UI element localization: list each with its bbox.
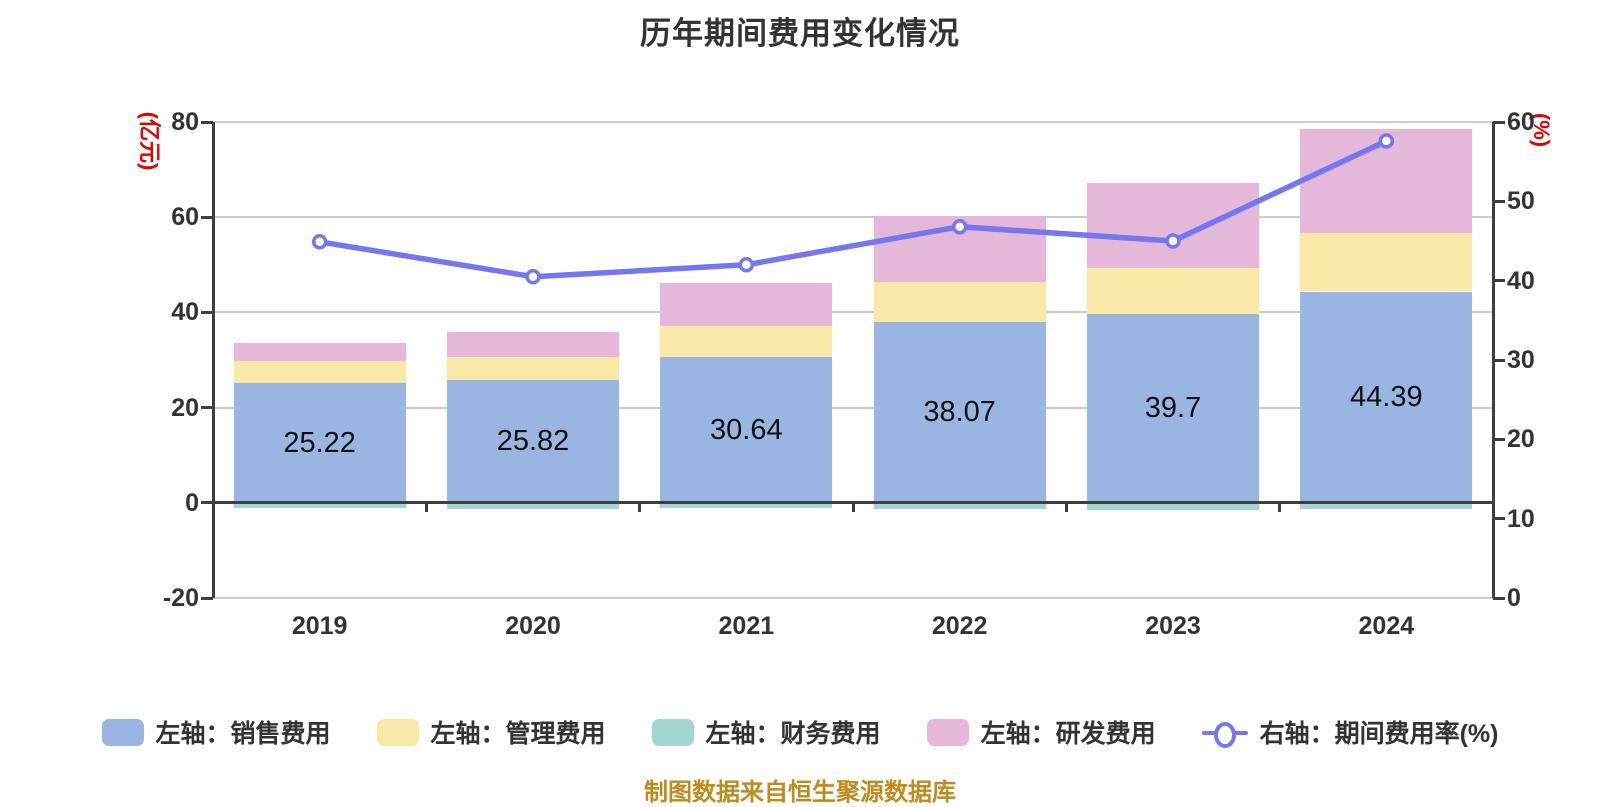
bar-segment-sales-2024[interactable] — [1300, 291, 1473, 503]
legend-label-admin: 左轴：管理费用 — [430, 720, 606, 748]
expense-ratio-point-2019[interactable] — [311, 234, 328, 250]
legend-swatch-admin — [376, 718, 419, 746]
bar-segment-rd-2024[interactable] — [1300, 129, 1473, 234]
bar-segment-finance-2021[interactable] — [660, 502, 833, 509]
legend-label-rd: 左轴：研发费用 — [980, 720, 1156, 748]
bar-segment-rd-2019[interactable] — [233, 342, 406, 361]
left-axis-tick-mark — [201, 596, 213, 600]
left-axis-tick-mark — [201, 501, 213, 505]
left-axis-tick-label: 20 — [171, 393, 199, 422]
left-axis-tick-mark — [201, 310, 213, 314]
x-axis-tick-mark — [638, 502, 642, 512]
bar-value-label: 44.39 — [1350, 381, 1423, 414]
gridline--20 — [213, 597, 1493, 599]
legend-item-admin[interactable]: 左轴：管理费用 — [376, 714, 606, 750]
bar-segment-admin-2024[interactable] — [1300, 233, 1473, 292]
bar-segment-sales-2022[interactable] — [873, 321, 1046, 503]
legend-swatch-sales — [101, 718, 144, 746]
bar-segment-finance-2023[interactable] — [1087, 502, 1259, 510]
data-source-footer: 制图数据来自恒生聚源数据库 — [644, 779, 956, 806]
bar-segment-admin-2020[interactable] — [447, 356, 619, 380]
bar-segment-finance-2022[interactable] — [873, 502, 1046, 509]
legend-item-sales[interactable]: 左轴：销售费用 — [101, 714, 331, 750]
x-axis-tick-mark — [211, 502, 215, 512]
legend-dot-icon — [1213, 721, 1236, 748]
bar-segment-rd-2021[interactable] — [660, 282, 833, 327]
legend-line-marker-expense-ratio — [1201, 719, 1248, 748]
gridline-20 — [213, 406, 1493, 409]
legend-swatch-finance — [651, 718, 694, 746]
right-axis-tick-label: 0 — [1507, 584, 1521, 612]
x-axis-year-label-2019[interactable]: 2019 — [291, 611, 348, 640]
bar-segment-admin-2022[interactable] — [873, 281, 1046, 322]
right-axis-tick-mark — [1493, 120, 1505, 124]
bar-segment-admin-2023[interactable] — [1087, 267, 1259, 314]
bar-segment-sales-2019[interactable] — [233, 382, 406, 503]
left-axis-tick-label: 60 — [171, 203, 199, 232]
legend-item-finance[interactable]: 左轴：财务费用 — [651, 714, 881, 750]
right-axis-tick-mark — [1493, 358, 1505, 362]
x-axis-year-label-2020[interactable]: 2020 — [505, 611, 561, 640]
bar-segment-finance-2019[interactable] — [233, 502, 406, 508]
x-axis-year-label-2024[interactable]: 2024 — [1358, 611, 1415, 640]
right-axis-tick-mark — [1493, 596, 1505, 600]
bar-segment-admin-2019[interactable] — [233, 360, 406, 383]
left-axis-tick-mark — [201, 215, 213, 219]
chart-title: 历年期间费用变化情况 — [640, 16, 960, 51]
right-axis-tick-mark — [1493, 437, 1505, 441]
bar-segment-sales-2021[interactable] — [660, 356, 833, 503]
left-axis-line — [211, 122, 215, 598]
x-axis-tick-mark — [851, 502, 855, 512]
legend-label-sales: 左轴：销售费用 — [155, 720, 331, 748]
right-axis-tick-label: 30 — [1507, 346, 1535, 374]
right-axis-tick-label: 40 — [1507, 266, 1535, 295]
gridline-80 — [213, 121, 1493, 123]
bar-segment-rd-2022[interactable] — [873, 215, 1046, 282]
legend-label-finance: 左轴：财务费用 — [705, 720, 881, 748]
bar-value-label: 39.7 — [1144, 392, 1202, 425]
right-axis-tick-mark — [1493, 279, 1505, 283]
bar-value-label: 25.82 — [496, 425, 570, 458]
expense-ratio-point-2020[interactable] — [525, 268, 541, 285]
legend-label-expense-ratio: 右轴：期间费用率(%) — [1259, 720, 1499, 748]
bar-segment-sales-2023[interactable] — [1087, 313, 1259, 503]
left-axis-tick-mark — [201, 406, 213, 410]
x-axis-tick-mark — [1491, 502, 1495, 512]
x-axis-year-label-2021[interactable]: 2021 — [718, 611, 775, 640]
bar-segment-sales-2020[interactable] — [447, 379, 619, 503]
bar-value-label: 38.07 — [923, 396, 996, 429]
bar-segment-rd-2020[interactable] — [447, 332, 619, 357]
x-axis-year-label-2023[interactable]: 2023 — [1145, 611, 1201, 640]
bar-value-label: 30.64 — [710, 413, 783, 446]
legend-swatch-rd — [926, 718, 969, 746]
expense-ratio-point-2021[interactable] — [738, 257, 755, 273]
right-axis-tick-label: 10 — [1507, 504, 1535, 533]
right-axis-tick-label: 50 — [1507, 187, 1535, 216]
left-axis-tick-label: 80 — [171, 108, 199, 136]
left-axis-tick-label: 0 — [185, 488, 199, 517]
x-axis-tick-mark — [1278, 502, 1282, 512]
right-axis-tick-label: 60 — [1507, 108, 1535, 136]
left-axis-tick-label: 40 — [171, 298, 199, 327]
bar-segment-finance-2020[interactable] — [447, 502, 619, 509]
bar-segment-admin-2021[interactable] — [660, 326, 833, 357]
x-axis-tick-mark — [424, 502, 428, 512]
right-axis-line — [1491, 122, 1495, 598]
right-axis-tick-mark — [1493, 517, 1505, 521]
x-axis-tick-mark — [1064, 502, 1068, 512]
left-axis-tick-label: -20 — [162, 584, 199, 612]
right-axis-tick-label: 20 — [1507, 425, 1535, 454]
left-axis-tick-mark — [201, 120, 213, 124]
bar-value-label: 25.22 — [283, 426, 356, 459]
legend-item-expense-ratio[interactable]: 右轴：期间费用率(%) — [1201, 714, 1499, 750]
chart-legend: 左轴：销售费用 左轴：管理费用 左轴：财务费用 左轴：研发费用 右轴：期间费用率(%) — [0, 712, 1600, 752]
right-axis-tick-mark — [1493, 199, 1505, 203]
x-axis-year-label-2022[interactable]: 2022 — [931, 611, 988, 640]
bar-segment-rd-2023[interactable] — [1087, 183, 1259, 268]
bar-segment-finance-2024[interactable] — [1300, 502, 1473, 509]
gridline-40 — [213, 311, 1493, 314]
legend-item-rd[interactable]: 左轴：研发费用 — [926, 714, 1156, 750]
